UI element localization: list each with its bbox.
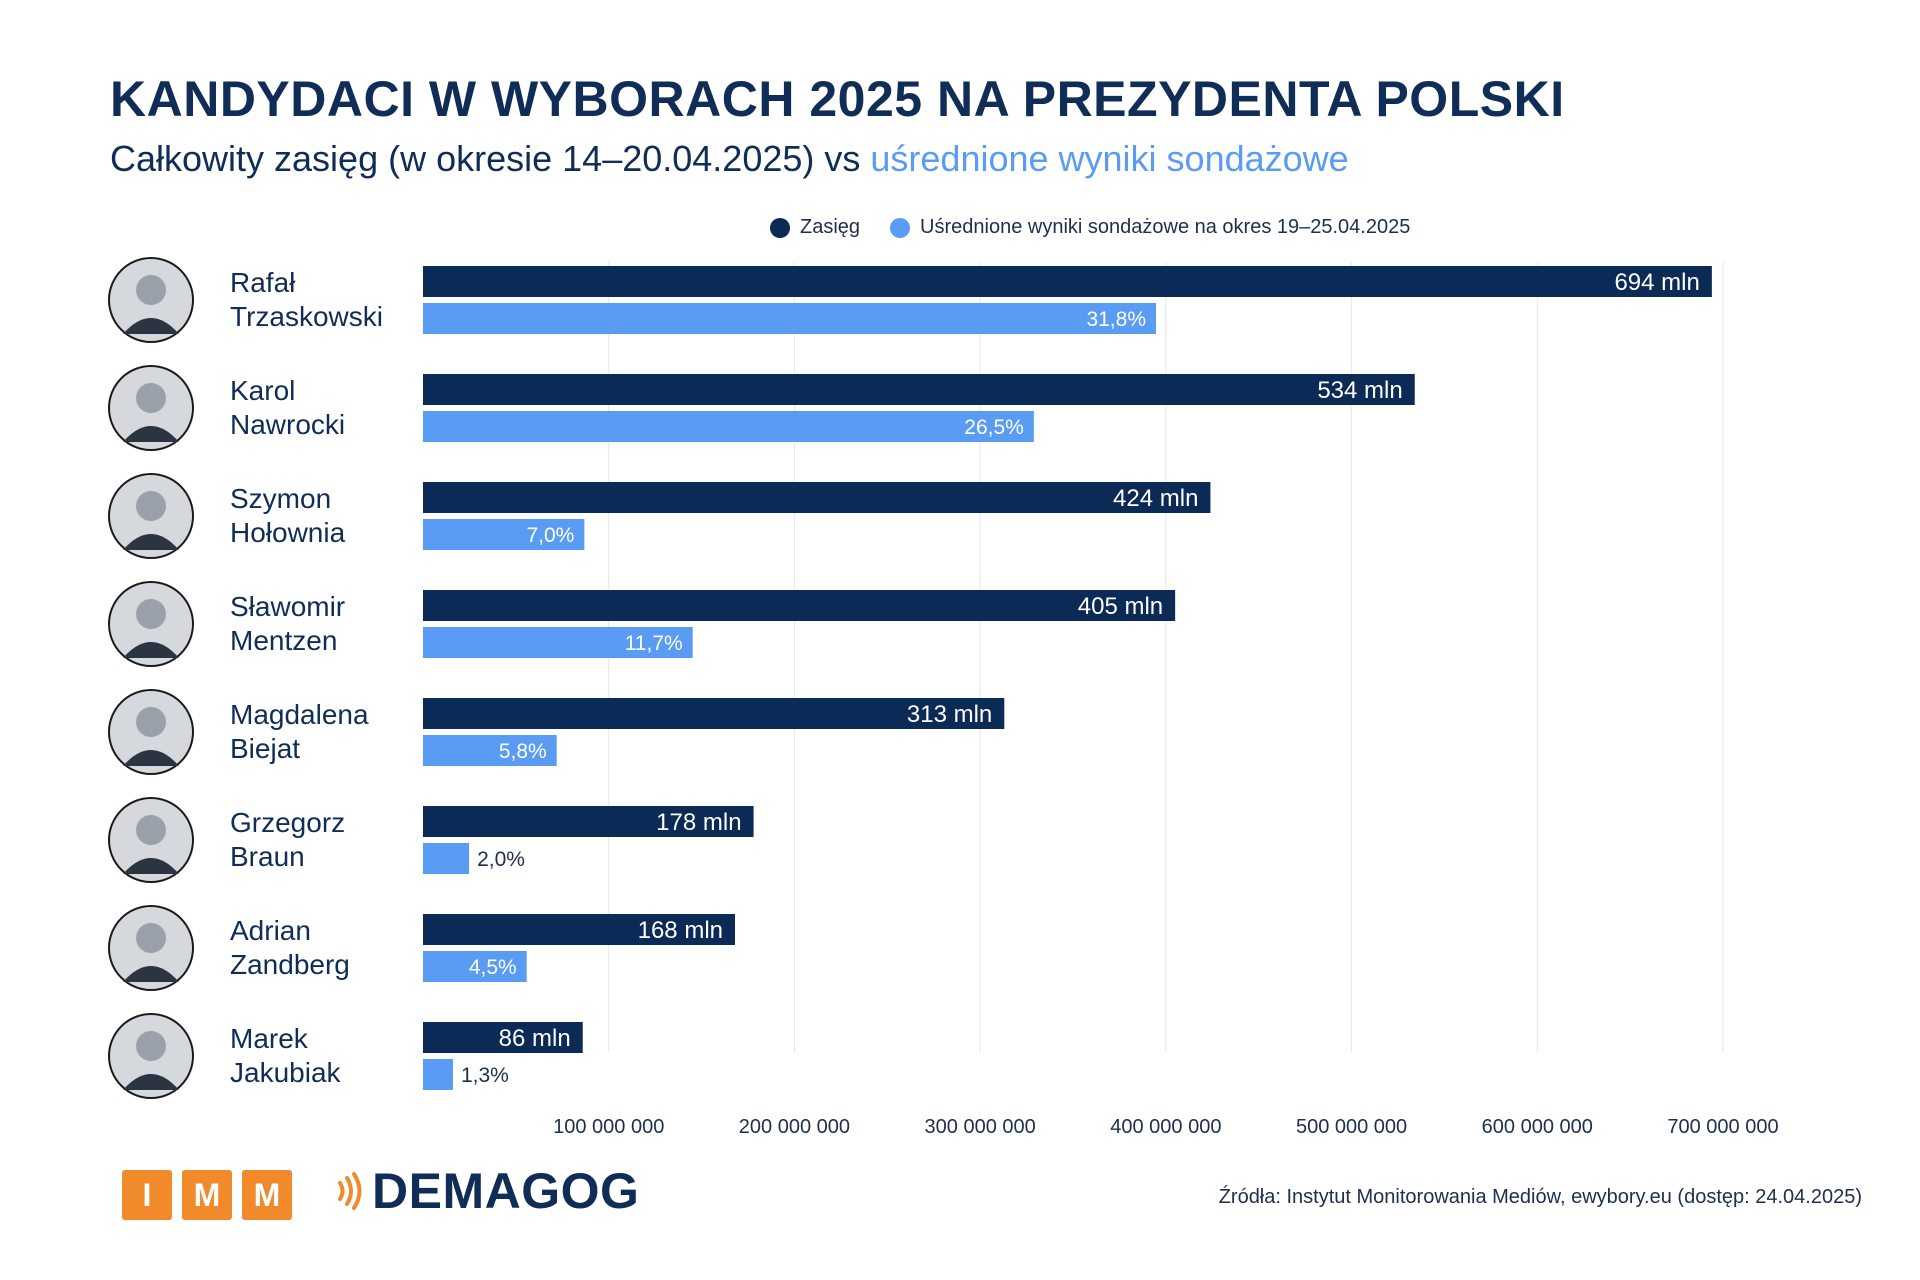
source-note: Źródła: Instytut Monitorowania Mediów, e…	[1218, 1186, 1862, 1208]
reach-value-label: 168 mln	[638, 917, 723, 944]
candidate-photo-body	[123, 750, 179, 766]
poll-value-label: 2,0%	[477, 848, 525, 871]
reach-bar	[423, 1022, 583, 1053]
poll-value-label: 31,8%	[1086, 308, 1146, 331]
candidate-name-last: Nawrocki	[230, 409, 345, 440]
reach-value-label: 178 mln	[656, 809, 741, 836]
imm-logo-letter: I	[122, 1170, 172, 1220]
imm-logo: I M M	[122, 1170, 292, 1220]
reach-value-label: 534 mln	[1317, 377, 1402, 404]
candidate-name-first: Sławomir	[230, 591, 345, 622]
x-tick-label: 200 000 000	[739, 1116, 850, 1138]
candidate-photo-head	[136, 599, 166, 629]
reach-value-label: 694 mln	[1614, 269, 1699, 296]
candidate-name-first: Rafał	[230, 267, 296, 298]
candidate-photo-head	[136, 275, 166, 305]
candidate-photo-body	[123, 1074, 179, 1090]
x-tick-label: 400 000 000	[1110, 1116, 1221, 1138]
poll-value-label: 26,5%	[964, 416, 1024, 439]
reach-value-label: 405 mln	[1078, 593, 1163, 620]
chart-legend: Zasięg Uśrednione wyniki sondażowe na ok…	[770, 216, 1410, 239]
candidate-photo-head	[136, 707, 166, 737]
x-tick-label: 100 000 000	[553, 1116, 664, 1138]
x-tick-label: 500 000 000	[1296, 1116, 1407, 1138]
candidate-name-last: Biejat	[230, 733, 300, 764]
candidate-name-last: Zandberg	[230, 949, 350, 980]
poll-value-label: 11,7%	[625, 632, 683, 655]
subtitle-main: Całkowity zasięg (w okresie 14–20.04.202…	[110, 138, 871, 179]
candidate-name-last: Trzaskowski	[230, 301, 383, 332]
poll-value-label: 5,8%	[499, 740, 547, 763]
page-subtitle: Całkowity zasięg (w okresie 14–20.04.202…	[110, 138, 1349, 180]
candidate-photo-body	[123, 534, 179, 550]
x-tick-label: 700 000 000	[1667, 1116, 1778, 1138]
page-title: KANDYDACI W WYBORACH 2025 NA PREZYDENTA …	[110, 71, 1565, 127]
candidate-name-last: Mentzen	[230, 625, 337, 656]
candidate-name-last: Braun	[230, 841, 305, 872]
reach-bar	[423, 482, 1211, 513]
reach-bar	[423, 914, 735, 945]
imm-logo-letter: M	[182, 1170, 232, 1220]
demagog-logo: DEMAGOG	[336, 1162, 639, 1220]
reach-value-label: 313 mln	[907, 701, 992, 728]
poll-bar	[423, 843, 470, 874]
reach-value-label: 424 mln	[1113, 485, 1198, 512]
reach-bar	[423, 266, 1712, 297]
candidate-photo-body	[123, 858, 179, 874]
candidate-name-last: Hołownia	[230, 517, 346, 548]
candidate-photo-head	[136, 923, 166, 953]
reach-bar	[423, 698, 1005, 729]
legend-item-polls: Uśrednione wyniki sondażowe na okres 19–…	[890, 216, 1410, 239]
imm-logo-letter: M	[242, 1170, 292, 1220]
x-tick-label: 300 000 000	[925, 1116, 1036, 1138]
x-tick-label: 600 000 000	[1482, 1116, 1593, 1138]
candidate-name-first: Adrian	[230, 915, 311, 946]
reach-bar	[423, 806, 754, 837]
candidate-photo-body	[123, 318, 179, 334]
reach-bar	[423, 374, 1415, 405]
poll-bar	[423, 411, 1034, 442]
candidate-photo-head	[136, 815, 166, 845]
poll-bar	[423, 951, 527, 982]
candidate-name-last: Jakubiak	[230, 1057, 342, 1088]
legend-swatch-polls	[890, 217, 911, 238]
legend-item-reach: Zasięg	[770, 216, 860, 239]
poll-bar	[423, 735, 557, 766]
legend-swatch-reach	[770, 217, 790, 238]
reach-value-label: 86 mln	[499, 1025, 571, 1052]
poll-bar	[423, 627, 693, 658]
candidate-name-first: Magdalena	[230, 699, 369, 730]
poll-value-label: 7,0%	[526, 524, 574, 547]
reach-bar	[423, 590, 1176, 621]
demagog-wordmark: DEMAGOG	[372, 1163, 640, 1219]
bar-chart: 100 000 000 200 000 000 300 000 000 400 000…	[108, 257, 1779, 1138]
candidate-name-first: Szymon	[230, 483, 331, 514]
poll-value-label: 4,5%	[469, 956, 517, 979]
poll-bar	[423, 519, 585, 550]
poll-bar	[423, 1059, 453, 1090]
candidate-photo-body	[123, 966, 179, 982]
candidate-photo-body	[123, 426, 179, 442]
legend-label-polls: Uśrednione wyniki sondażowe na okres 19–…	[920, 216, 1411, 238]
candidate-photo-head	[136, 491, 166, 521]
legend-label-reach: Zasięg	[800, 216, 861, 238]
subtitle-accent: uśrednione wyniki sondażowe	[870, 138, 1349, 179]
candidate-photo-head	[136, 383, 166, 413]
candidate-photo-body	[123, 642, 179, 658]
poll-bar	[423, 303, 1156, 334]
signal-waves-icon	[338, 1172, 362, 1210]
candidate-name-first: Karol	[230, 375, 295, 406]
poll-value-label: 1,3%	[461, 1064, 509, 1087]
candidate-photo-head	[136, 1031, 166, 1061]
candidate-name-first: Marek	[230, 1023, 309, 1054]
candidate-name-first: Grzegorz	[230, 807, 345, 838]
